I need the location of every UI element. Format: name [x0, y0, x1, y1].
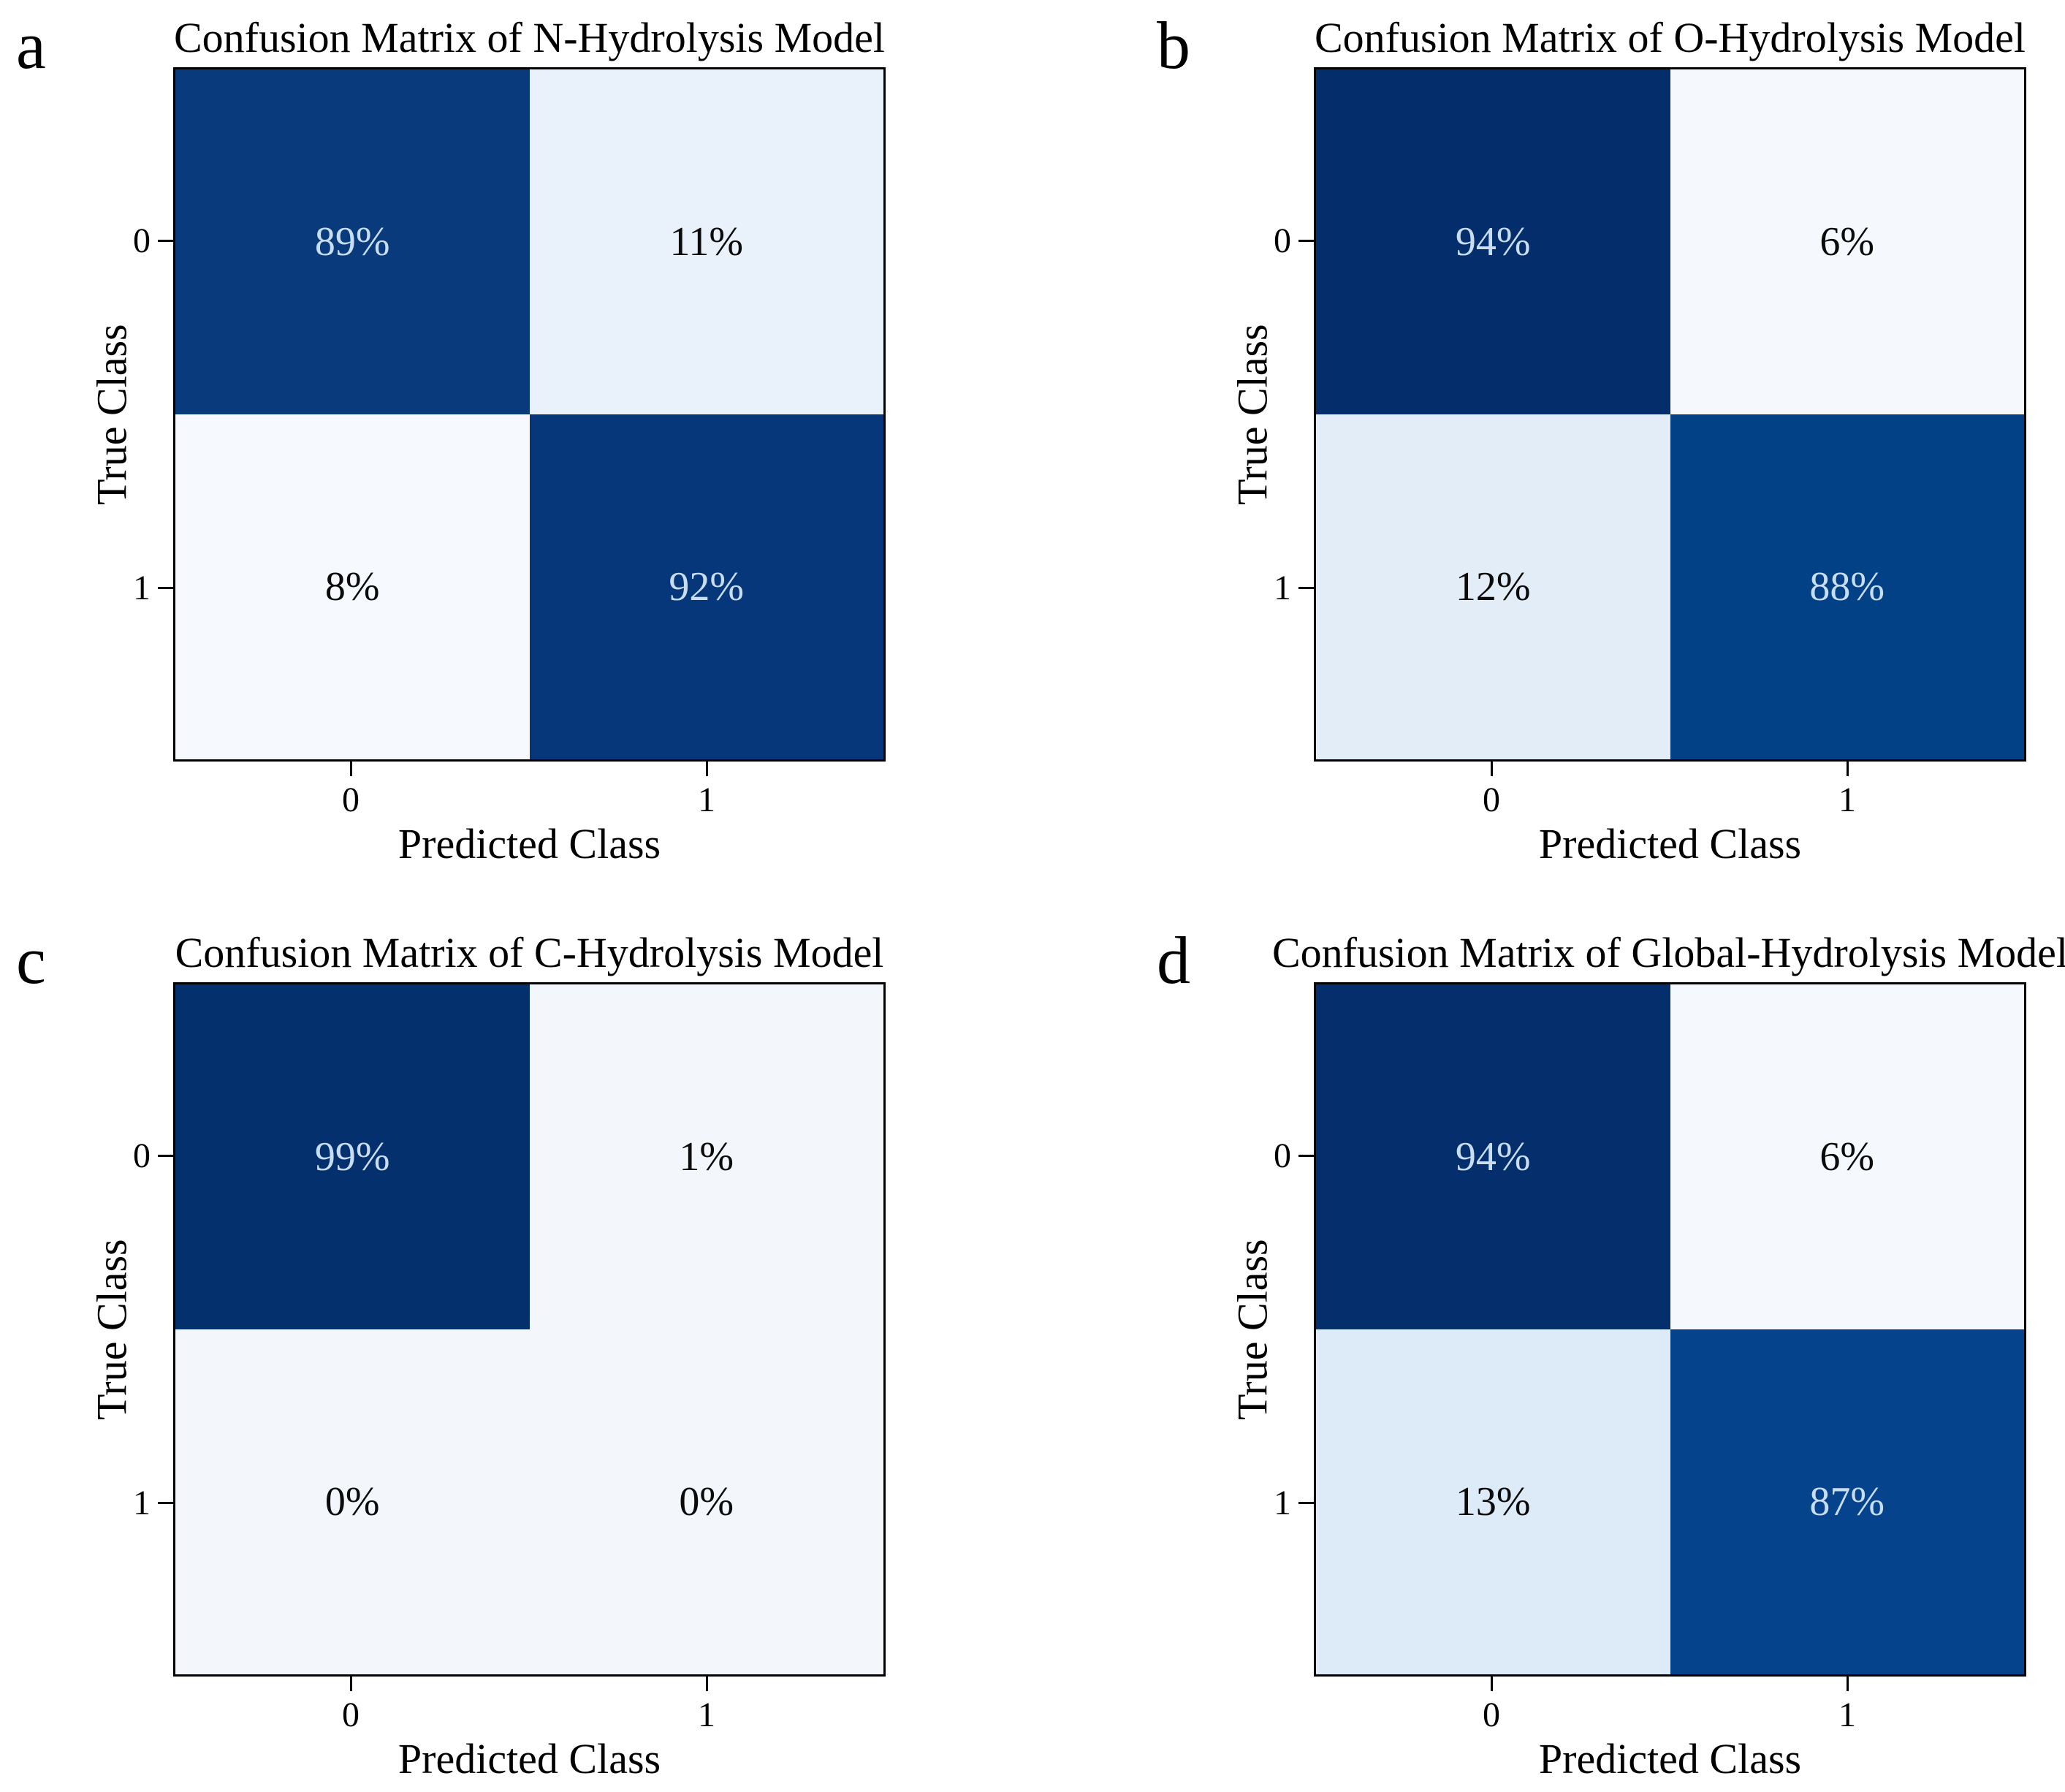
- matrix-cell-true0-pred0: 94%: [1316, 984, 1670, 1329]
- x-tick-label: 0: [342, 1696, 360, 1734]
- panel-c: c Confusion Matrix of C-Hydrolysis Model…: [0, 896, 1032, 1792]
- x-tick-label: 0: [342, 781, 360, 819]
- confusion-matrix-grid: 99% 1% 0% 0%: [173, 982, 886, 1677]
- matrix-cell-true0-pred1: 6%: [1670, 984, 2024, 1329]
- x-tick-label: 0: [1483, 1696, 1500, 1734]
- tick-mark: [1298, 587, 1314, 589]
- tick-mark: [158, 587, 173, 589]
- matrix-cell-true1-pred0: 0%: [175, 1329, 530, 1674]
- y-axis-label: True Class: [88, 1239, 136, 1420]
- matrix-cell-true0-pred0: 89%: [175, 69, 530, 414]
- matrix-cell-true0-pred1: 6%: [1670, 69, 2024, 414]
- x-axis-label: Predicted Class: [398, 1735, 661, 1782]
- x-tick-label: 1: [1838, 781, 1856, 819]
- x-tick-label: 1: [698, 1696, 715, 1734]
- tick-mark: [706, 1677, 708, 1691]
- y-axis-label: True Class: [1228, 324, 1277, 505]
- x-axis-label: Predicted Class: [1538, 820, 1802, 867]
- matrix-cell-true0-pred1: 11%: [529, 69, 883, 414]
- panel-title: Confusion Matrix of Global-Hydrolysis Mo…: [1271, 928, 2065, 976]
- tick-mark: [1847, 1677, 1849, 1691]
- x-tick-label: 1: [698, 781, 715, 819]
- y-tick-label: 1: [133, 569, 151, 607]
- tick-mark: [158, 240, 173, 242]
- x-tick-label: 1: [1838, 1696, 1856, 1734]
- confusion-matrix-grid: 89% 11% 8% 92%: [173, 67, 886, 762]
- y-tick-label: 1: [1274, 569, 1291, 607]
- y-axis-label: True Class: [88, 324, 136, 505]
- y-tick-label: 0: [133, 1136, 151, 1175]
- tick-mark: [350, 762, 352, 776]
- y-tick-label: 0: [133, 221, 151, 260]
- y-tick-label: 0: [1274, 221, 1291, 260]
- x-axis-label: Predicted Class: [1538, 1735, 1802, 1782]
- panel-letter: c: [16, 923, 46, 998]
- tick-mark: [706, 762, 708, 776]
- tick-mark: [158, 1155, 173, 1157]
- tick-mark: [1298, 1502, 1314, 1504]
- tick-mark: [1298, 1155, 1314, 1157]
- panel-title: Confusion Matrix of N-Hydrolysis Model: [173, 13, 886, 61]
- y-tick-label: 0: [1274, 1136, 1291, 1175]
- tick-mark: [1847, 762, 1849, 776]
- matrix-cell-true1-pred0: 13%: [1316, 1329, 1670, 1674]
- matrix-cell-true1-pred0: 8%: [175, 414, 530, 759]
- matrix-cell-true1-pred1: 92%: [529, 414, 883, 759]
- matrix-cell-true0-pred0: 99%: [175, 984, 530, 1329]
- y-tick-label: 1: [133, 1484, 151, 1522]
- confusion-matrix-grid: 94% 6% 13% 87%: [1314, 982, 2026, 1677]
- panel-b: b Confusion Matrix of O-Hydrolysis Model…: [1032, 0, 2065, 896]
- panel-d: d Confusion Matrix of Global-Hydrolysis …: [1032, 896, 2065, 1792]
- x-tick-label: 0: [1483, 781, 1500, 819]
- y-tick-label: 1: [1274, 1484, 1291, 1522]
- tick-mark: [350, 1677, 352, 1691]
- tick-mark: [1491, 762, 1493, 776]
- matrix-cell-true1-pred1: 0%: [529, 1329, 883, 1674]
- confusion-matrix-grid: 94% 6% 12% 88%: [1314, 67, 2026, 762]
- x-axis-label: Predicted Class: [398, 820, 661, 867]
- tick-mark: [158, 1502, 173, 1504]
- matrix-cell-true0-pred1: 1%: [529, 984, 883, 1329]
- panel-a: a Confusion Matrix of N-Hydrolysis Model…: [0, 0, 1032, 896]
- panel-letter: d: [1157, 923, 1190, 998]
- matrix-cell-true0-pred0: 94%: [1316, 69, 1670, 414]
- tick-mark: [1491, 1677, 1493, 1691]
- panel-title: Confusion Matrix of C-Hydrolysis Model: [175, 928, 884, 976]
- y-axis-label: True Class: [1228, 1239, 1277, 1420]
- panel-letter: b: [1157, 8, 1190, 83]
- tick-mark: [1298, 240, 1314, 242]
- matrix-cell-true1-pred1: 88%: [1670, 414, 2024, 759]
- matrix-cell-true1-pred1: 87%: [1670, 1329, 2024, 1674]
- panel-letter: a: [16, 8, 46, 83]
- matrix-cell-true1-pred0: 12%: [1316, 414, 1670, 759]
- panel-title: Confusion Matrix of O-Hydrolysis Model: [1314, 13, 2026, 61]
